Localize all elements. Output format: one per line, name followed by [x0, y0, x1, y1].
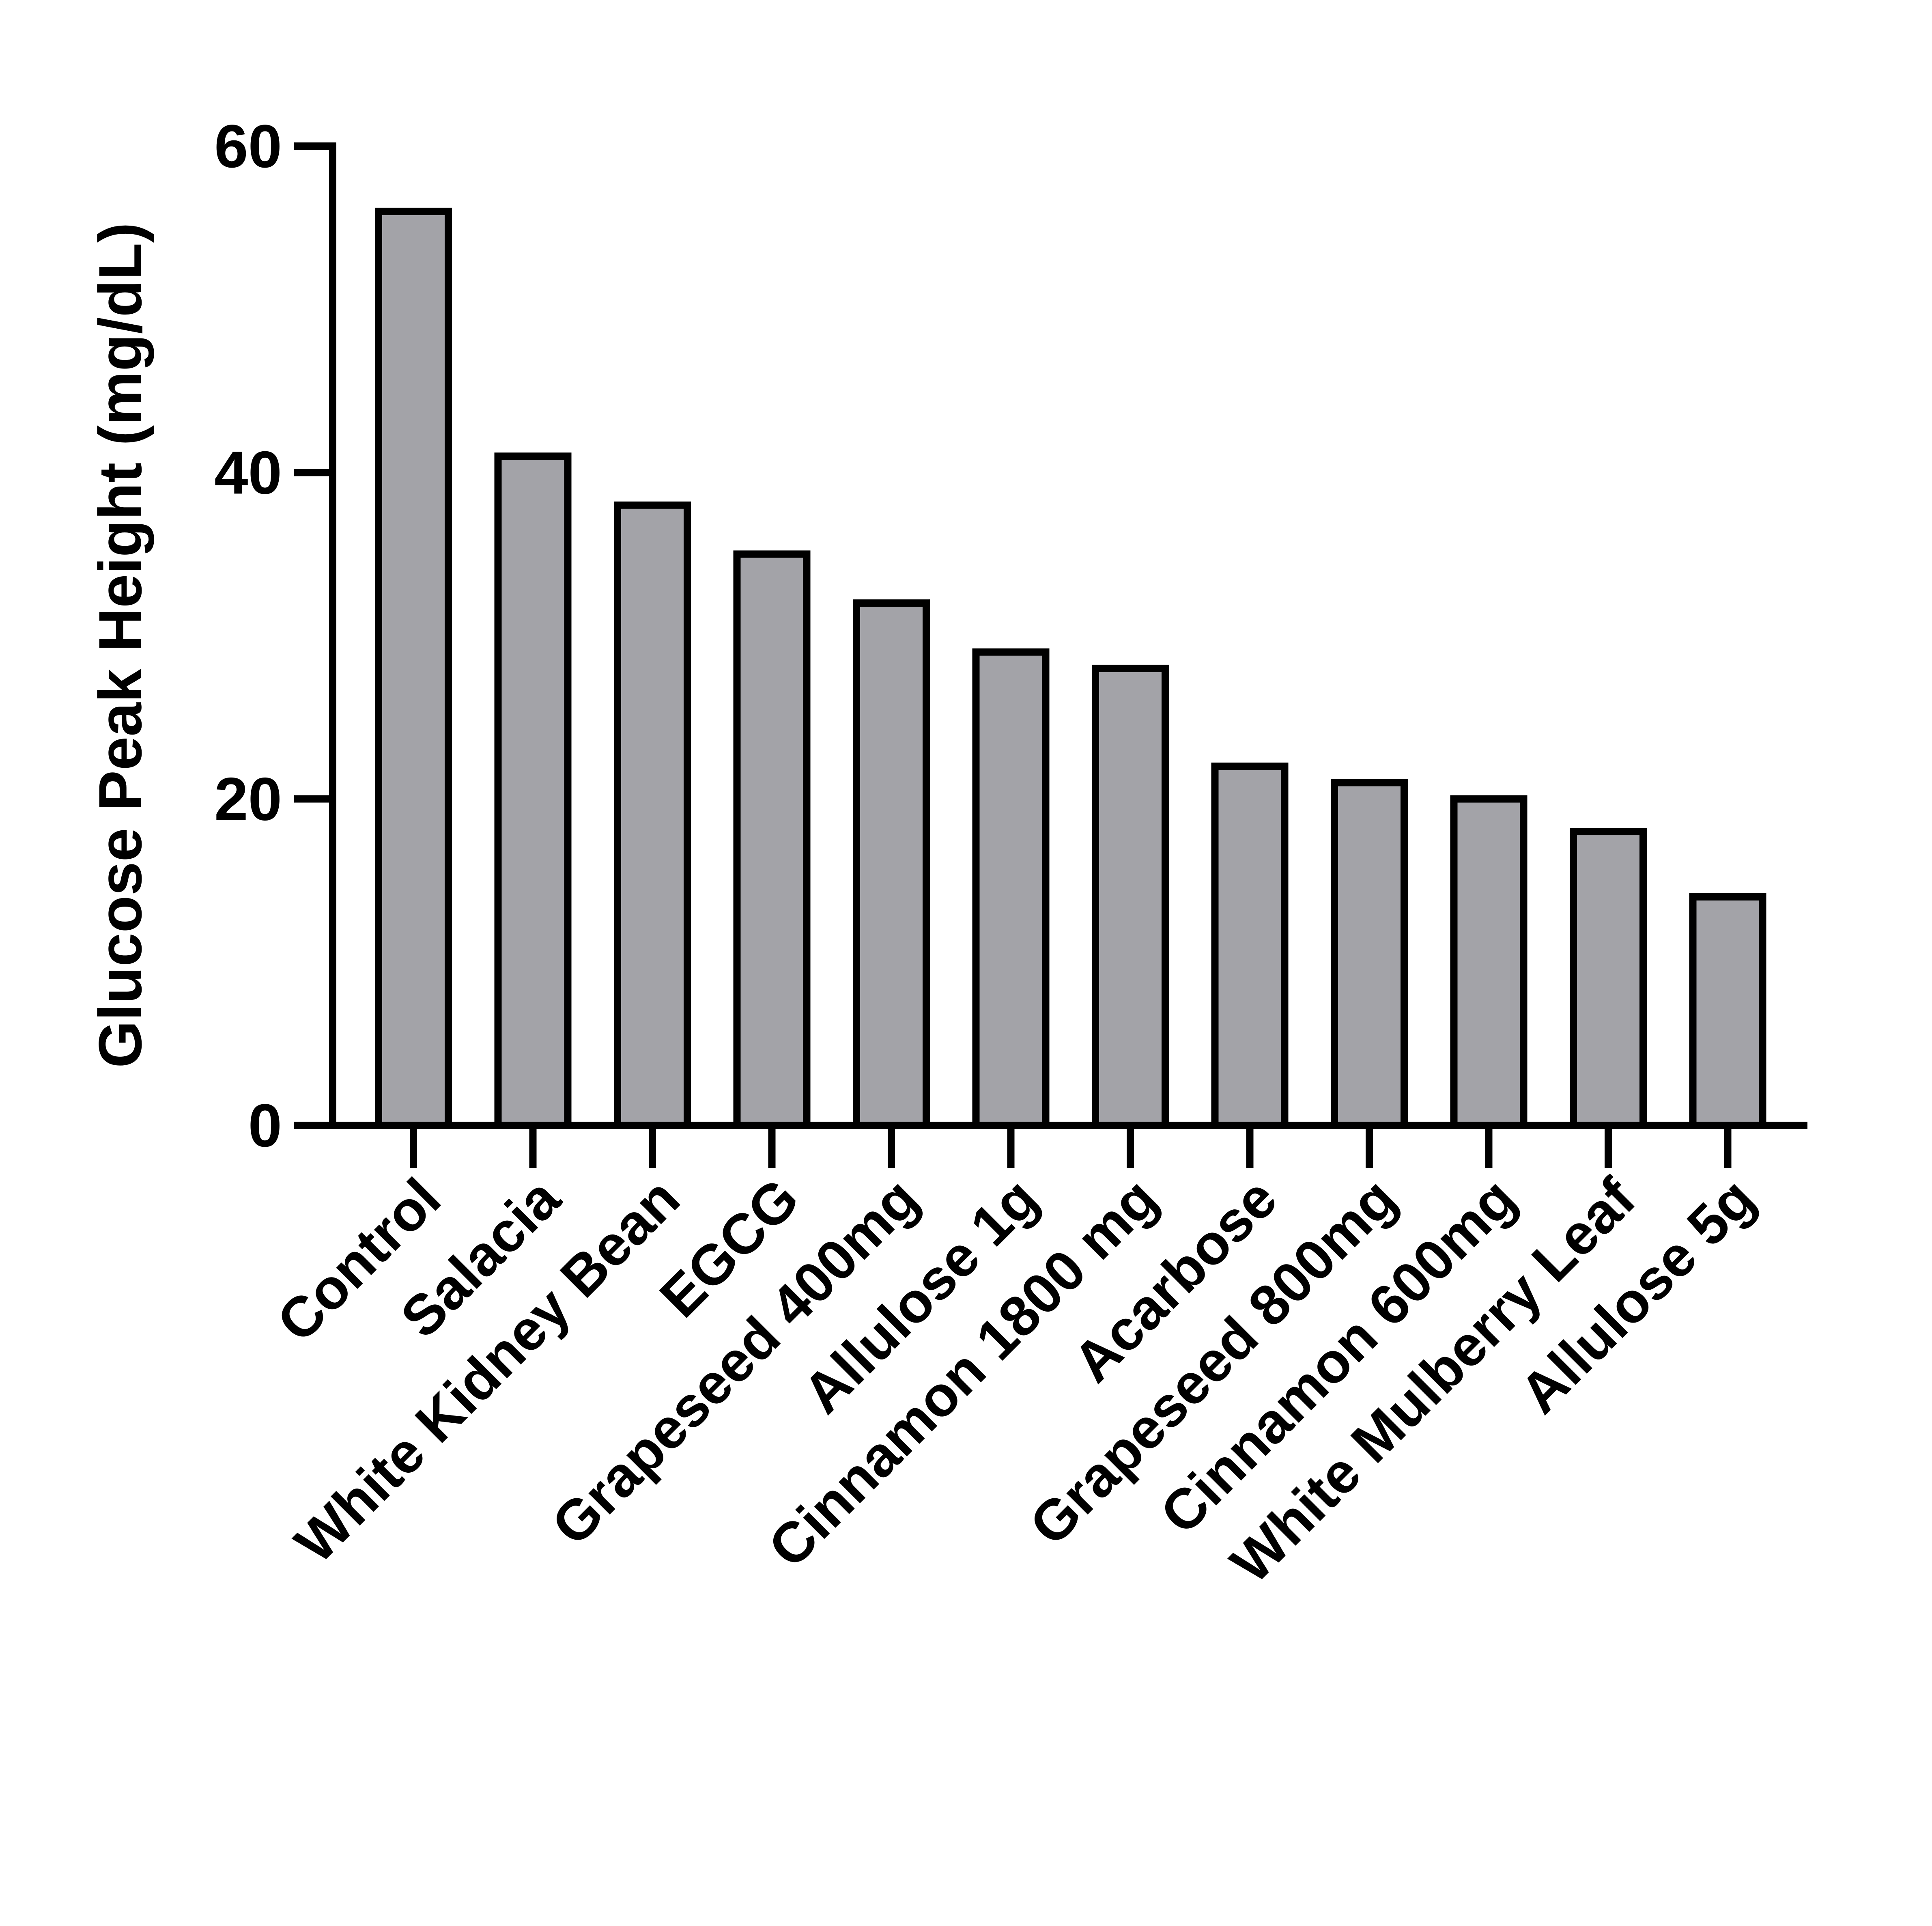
y-tick-label-20: 20 [214, 765, 282, 833]
bar-12 [1689, 893, 1766, 1129]
y-axis: 0 20 40 60 [214, 112, 336, 1159]
bar-3 [614, 501, 691, 1129]
bar-7 [1092, 664, 1169, 1129]
bar-9 [1331, 779, 1408, 1129]
bar-4 [733, 550, 811, 1129]
bar-11 [1570, 828, 1647, 1129]
y-tick-label-60: 60 [214, 112, 282, 180]
y-tick-label-0: 0 [248, 1091, 282, 1159]
y-axis-title: Glucose Peak Height (mg/dL) [86, 222, 154, 1068]
y-tick-label-40: 40 [214, 438, 282, 506]
bars-group [375, 207, 1766, 1129]
bar-10 [1450, 795, 1528, 1129]
bar-8 [1211, 763, 1289, 1129]
bar-2 [494, 452, 572, 1129]
bar-6 [972, 648, 1050, 1129]
bar-5 [853, 599, 930, 1129]
bar-1 [375, 207, 452, 1129]
